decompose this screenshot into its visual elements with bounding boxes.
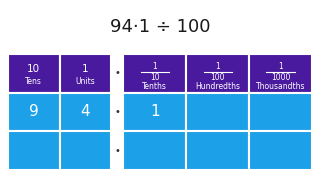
Text: 1000: 1000: [271, 73, 290, 82]
Text: 1: 1: [82, 64, 89, 75]
Text: Thousandths: Thousandths: [256, 82, 305, 91]
Text: •: •: [114, 107, 120, 117]
Bar: [123, 131, 186, 170]
Bar: [8, 131, 60, 170]
Text: Hundredths: Hundredths: [195, 82, 240, 91]
Bar: [186, 93, 249, 131]
Text: Tens: Tens: [25, 77, 42, 86]
Text: 4: 4: [81, 105, 90, 120]
Bar: [249, 93, 312, 131]
Bar: [249, 54, 312, 93]
Bar: [186, 54, 249, 93]
Text: 10: 10: [150, 73, 160, 82]
Bar: [60, 54, 111, 93]
Bar: [123, 54, 186, 93]
Bar: [60, 93, 111, 131]
Text: 9: 9: [29, 105, 39, 120]
Text: 1: 1: [152, 62, 157, 71]
Text: 10: 10: [27, 64, 40, 75]
Text: •: •: [114, 146, 120, 156]
Text: •: •: [114, 68, 120, 78]
Text: 1: 1: [150, 105, 160, 120]
Bar: [123, 93, 186, 131]
Text: 94·1 ÷ 100: 94·1 ÷ 100: [110, 18, 210, 36]
Bar: [8, 93, 60, 131]
Text: Tenths: Tenths: [142, 82, 167, 91]
Text: 100: 100: [211, 73, 225, 82]
Text: 1: 1: [278, 62, 283, 71]
Bar: [60, 131, 111, 170]
Text: 1: 1: [215, 62, 220, 71]
Bar: [186, 131, 249, 170]
Bar: [8, 54, 60, 93]
Bar: [249, 131, 312, 170]
Text: Units: Units: [76, 77, 95, 86]
